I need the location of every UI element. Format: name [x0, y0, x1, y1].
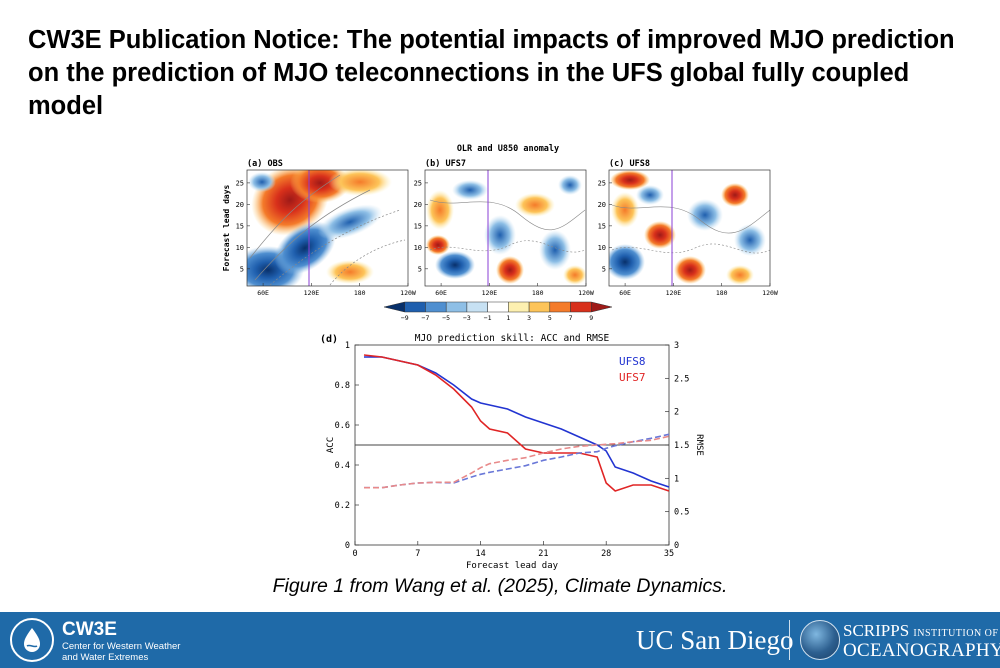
colorbar-segment [591, 301, 613, 313]
heatmap-ytick-label: 25 [598, 179, 606, 187]
line-y2tick-label: 3 [674, 341, 679, 351]
legend-ufs7: UFS7 [619, 371, 646, 384]
heatmap-ytick-label: 15 [414, 222, 422, 230]
scripps-globe-icon [800, 620, 840, 660]
heatmap-xtick-label: 120E [666, 289, 682, 297]
heatmap-ylabel: Forecast lead days [222, 184, 231, 271]
scripps-institution: INSTITUTION OF [913, 628, 999, 639]
cw3e-logo-icon [10, 618, 54, 662]
line-xtick-label: 35 [664, 549, 674, 559]
figure-caption: Figure 1 from Wang et al. (2025), Climat… [272, 575, 728, 597]
heatmap-ytick-label: 5 [418, 265, 422, 273]
heatmap-ytick-label: 10 [414, 244, 422, 252]
colorbar-tick-label: 9 [589, 314, 593, 322]
heatmap-ytick-label: 20 [414, 201, 422, 209]
panel-obs: (a) OBS [246, 159, 409, 287]
panel-ufs8: (c) UFS8 [608, 159, 771, 287]
line-xtick-label: 28 [601, 549, 611, 559]
heatmap-xtick-label: 180 [532, 289, 544, 297]
line-xtick-label: 14 [475, 549, 485, 559]
heatmap-figure: OLR and U850 anomaly Forecast lead days … [222, 144, 778, 322]
line-chart-panel-label: (d) [320, 334, 338, 345]
heatmap-ytick-label: 15 [598, 222, 606, 230]
colorbar-tick-label: 7 [569, 314, 573, 322]
line-y2tick-label: 0 [674, 541, 679, 551]
heatmap-ytick-label: 10 [598, 244, 606, 252]
colorbar-tick-label: 5 [548, 314, 552, 322]
heatmap-ytick-label: 25 [236, 179, 244, 187]
line-ytick-label: 0.6 [335, 421, 350, 431]
legend-ufs8: UFS8 [619, 355, 646, 368]
line-y2tick-label: 1 [674, 474, 679, 484]
line-ytick-label: 1 [345, 341, 350, 351]
line-ytick-label: 0 [345, 541, 350, 551]
heatmap-xtick-label: 180 [716, 289, 728, 297]
line-xtick-label: 0 [352, 549, 357, 559]
skill-line-chart: (d) MJO prediction skill: ACC and RMSE F… [320, 333, 704, 571]
colorbar-tick-label: 1 [506, 314, 510, 322]
line-y2tick-label: 0.5 [674, 508, 689, 518]
series-line-ufs7-rmse [364, 435, 670, 489]
line-chart-y2label: RMSE [694, 434, 704, 456]
heatmap-ytick-label: 5 [240, 265, 244, 273]
colorbar-tick-label: −7 [422, 314, 430, 322]
heatmap-xtick-label: 120W [762, 289, 778, 297]
heatmap-xtick-label: 120E [304, 289, 320, 297]
colorbar-tick-label: −5 [442, 314, 450, 322]
scripps-line1: SCRIPPS INSTITUTION OF [843, 621, 998, 641]
scripps-name: SCRIPPS [843, 621, 910, 640]
footer-bar: CW3E Center for Western Weather and Wate… [0, 612, 1000, 668]
heatmap-ytick-label: 20 [598, 201, 606, 209]
panel-ufs7: (b) UFS7 [424, 159, 587, 287]
heatmap-ytick-label: 15 [236, 222, 244, 230]
heatmap-xtick-label: 60E [257, 289, 269, 297]
cw3e-name: CW3E [62, 619, 117, 640]
panel-ufs8-label: (c) UFS8 [609, 159, 650, 169]
line-chart-series [363, 354, 670, 492]
series-line-ufs7-acc [363, 354, 670, 492]
heatmap-colorbar: −9 −7 −5 −3 −1 1 3 5 7 9 [383, 301, 613, 322]
panel-obs-label: (a) OBS [247, 159, 283, 169]
line-xtick-label: 7 [415, 549, 420, 559]
heatmap-xtick-label: 60E [619, 289, 631, 297]
heatmap-ytick-label: 5 [602, 265, 606, 273]
line-y2tick-label: 2.5 [674, 374, 689, 384]
footer-divider [789, 620, 790, 660]
heatmap-axis-ticks: 5 10 15 20 25 60E 120E 180 120W 5 10 15 20 25 60E 120E 1… [236, 179, 778, 297]
scripps-line2: OCEANOGRAPHY [843, 640, 1000, 661]
line-ytick-label: 0.2 [335, 501, 350, 511]
colorbar-tick-label: −9 [401, 314, 409, 322]
cw3e-subtitle: Center for Western Weather and Water Ext… [62, 641, 181, 663]
line-chart-xlabel: Forecast lead day [466, 561, 559, 571]
line-chart-title: MJO prediction skill: ACC and RMSE [415, 333, 610, 344]
colorbar-tick-label: 3 [527, 314, 531, 322]
line-ytick-label: 0.8 [335, 381, 350, 391]
page-title: CW3E Publication Notice: The potential i… [28, 26, 955, 120]
line-ytick-label: 0.4 [335, 461, 350, 471]
heatmap-ytick-label: 25 [414, 179, 422, 187]
line-y2tick-label: 2 [674, 408, 679, 418]
line-y2tick-label: 1.5 [674, 441, 689, 451]
panel-ufs7-label: (b) UFS7 [425, 159, 466, 169]
heatmap-xtick-label: 120E [482, 289, 498, 297]
heatmap-ytick-label: 20 [236, 201, 244, 209]
heatmap-xtick-label: 60E [435, 289, 447, 297]
heatmap-ytick-label: 10 [236, 244, 244, 252]
heatmap-xtick-label: 120W [400, 289, 416, 297]
colorbar-tick-label: −1 [484, 314, 492, 322]
colorbar-tick-label: −3 [463, 314, 471, 322]
line-chart-ylabel: ACC [326, 437, 336, 453]
ucsd-logo: UC San Diego [636, 625, 794, 655]
heatmap-xtick-label: 120W [578, 289, 594, 297]
heatmap-title: OLR and U850 anomaly [457, 144, 559, 154]
heatmap-xtick-label: 180 [354, 289, 366, 297]
line-xtick-label: 21 [538, 549, 548, 559]
